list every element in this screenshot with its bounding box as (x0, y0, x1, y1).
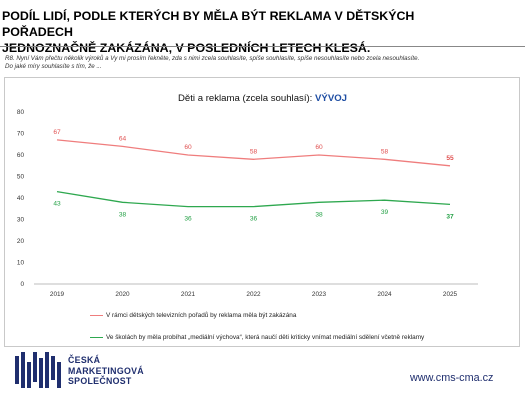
y-tick-label-10: 10 (17, 260, 25, 267)
chart-title-text: Děti a reklama (zcela souhlasí): (177, 93, 316, 104)
logo-line-1: ČESKÁ (68, 355, 101, 365)
y-tick-label-70: 70 (17, 131, 25, 138)
question-text: R8. Nyní Vám přečtu několik výroků a Vy … (5, 55, 505, 71)
cms-logo-icon (15, 352, 61, 388)
title-line-2: JEDNOZNAČNĚ ZAKÁZÁNA, V POSLEDNÍCH LETEC… (2, 41, 371, 55)
data-label-series-2-2024: 39 (381, 209, 389, 216)
logo-text: ČESKÁ MARKETINGOVÁ SPOLEČNOST (68, 355, 144, 387)
legend-swatch-green (90, 336, 103, 338)
y-tick-label-60: 60 (17, 152, 25, 159)
logo-line-2: MARKETINGOVÁ (68, 365, 144, 376)
data-label-series-2-2021: 36 (184, 216, 192, 223)
data-label-series-1-2025: 55 (446, 155, 454, 162)
title-line-1: PODÍL LIDÍ, PODLE KTERÝCH BY MĚLA BÝT RE… (2, 9, 415, 39)
data-label-series-2-2020: 38 (119, 211, 127, 218)
header-divider (0, 46, 525, 47)
y-tick-label-80: 80 (17, 109, 25, 116)
data-label-series-1-2019: 67 (53, 129, 61, 136)
y-tick-label-50: 50 (17, 174, 25, 181)
data-label-series-1-2021: 60 (184, 144, 192, 151)
x-tick-label-2020: 2020 (115, 291, 130, 298)
page-title: PODÍL LIDÍ, PODLE KTERÝCH BY MĚLA BÝT RE… (2, 8, 472, 56)
series-line-2 (56, 190, 451, 208)
legend-label-series-1: V rámci dětských televizních pořadů by r… (106, 311, 297, 319)
x-tick-label-2025: 2025 (443, 291, 458, 298)
legend-item-series-2: Ve školách by měla probíhat „mediální vý… (90, 332, 424, 342)
data-label-series-1-2022: 58 (250, 148, 258, 155)
x-tick-label-2019: 2019 (50, 291, 65, 298)
x-tick-label-2023: 2023 (312, 291, 327, 298)
legend-item-series-1: V rámci dětských televizních pořadů by r… (90, 310, 424, 320)
y-tick-label-20: 20 (17, 238, 25, 245)
chart-title-highlight: VÝVOJ (315, 93, 348, 104)
logo-line-3: SPOLEČNOST (68, 376, 132, 386)
x-tick-label-2024: 2024 (377, 291, 392, 298)
data-label-series-1-2020: 64 (119, 135, 127, 142)
y-tick-label-40: 40 (17, 195, 25, 202)
y-tick-label-0: 0 (20, 281, 24, 288)
legend-label-series-2: Ve školách by měla probíhat „mediální vý… (106, 333, 425, 341)
data-label-series-2-2019: 43 (53, 201, 61, 208)
data-label-series-2-2022: 36 (250, 216, 258, 223)
question-line-1: R8. Nyní Vám přečtu několik výroků a Vy … (5, 55, 420, 62)
chart-frame (4, 77, 520, 347)
x-tick-label-2021: 2021 (181, 291, 196, 298)
chart-title: Děti a reklama (zcela souhlasí): VÝVOJ (0, 93, 525, 104)
data-label-series-1-2024: 58 (381, 148, 389, 155)
data-label-series-1-2023: 60 (315, 144, 323, 151)
question-line-2: Do jaké míry souhlasíte s tím, že ... (5, 63, 102, 70)
website-link[interactable]: www.cms-cma.cz (410, 372, 494, 384)
data-label-series-2-2023: 38 (315, 211, 323, 218)
x-tick-label-2022: 2022 (246, 291, 261, 298)
series-line-1 (56, 139, 451, 167)
data-label-series-2-2025: 37 (446, 213, 454, 220)
legend-swatch-red (90, 314, 103, 316)
y-tick-label-30: 30 (17, 217, 25, 224)
chart-legend: V rámci dětských televizních pořadů by r… (90, 310, 424, 342)
